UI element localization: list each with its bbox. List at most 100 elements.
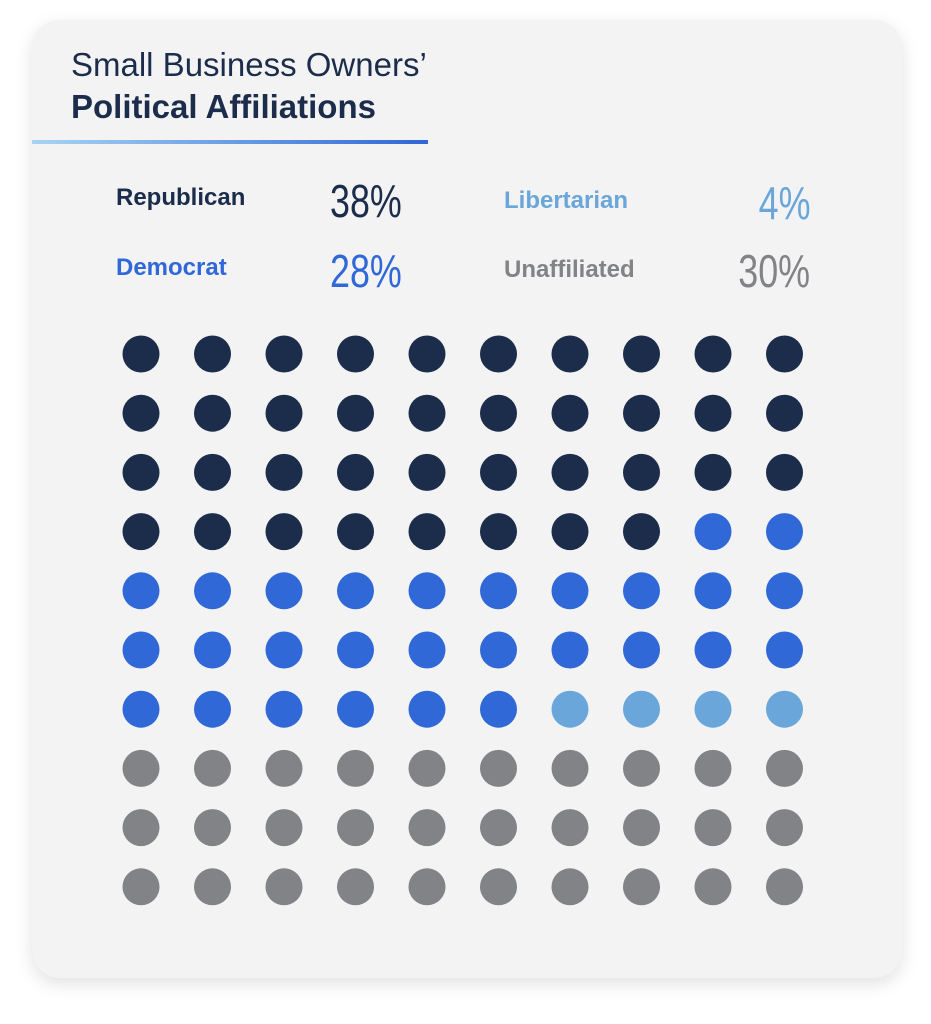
dot-democrat (551, 631, 589, 669)
dot-libertarian (623, 690, 660, 728)
dot-republican (265, 453, 303, 491)
dot-republican (766, 335, 803, 373)
dot-republican (694, 453, 732, 491)
dot-unaffiliated (122, 749, 160, 787)
dot-democrat (194, 631, 231, 669)
dot-unaffiliated (766, 809, 803, 847)
dot-democrat (480, 631, 517, 669)
dot-unaffiliated (694, 868, 732, 906)
dot-democrat (265, 690, 303, 728)
dot-republican (337, 335, 374, 373)
dot-republican (551, 335, 589, 373)
dot-democrat (480, 690, 517, 728)
dot-unaffiliated (337, 868, 374, 906)
dot-republican (265, 513, 303, 551)
dot-unaffiliated (623, 749, 660, 787)
dot-republican (265, 394, 303, 432)
chart-card (32, 20, 902, 978)
dot-libertarian (766, 690, 803, 728)
dot-republican (623, 335, 660, 373)
chart-title-line2: Political Affiliations (71, 88, 376, 125)
dot-republican (122, 453, 160, 491)
dot-democrat (265, 572, 303, 610)
dot-republican (337, 513, 374, 551)
title-underline (32, 140, 428, 144)
dot-republican (551, 453, 589, 491)
dot-democrat (265, 631, 303, 669)
dot-democrat (551, 572, 589, 610)
dot-republican (766, 394, 803, 432)
dot-unaffiliated (694, 809, 732, 847)
dot-democrat (623, 572, 660, 610)
dot-democrat (408, 572, 446, 610)
dot-republican (694, 335, 732, 373)
dot-republican (480, 394, 517, 432)
dot-libertarian (694, 690, 732, 728)
dot-democrat (480, 572, 517, 610)
dot-unaffiliated (480, 868, 517, 906)
dot-democrat (408, 631, 446, 669)
dot-unaffiliated (480, 809, 517, 847)
dot-unaffiliated (408, 749, 446, 787)
dot-unaffiliated (122, 809, 160, 847)
dot-unaffiliated (551, 868, 589, 906)
dot-unaffiliated (337, 749, 374, 787)
dot-libertarian (551, 690, 589, 728)
legend-value-democrat: 28% (330, 245, 402, 297)
legend-label-libertarian: Libertarian (504, 187, 629, 214)
dot-unaffiliated (122, 868, 160, 906)
dot-republican (337, 453, 374, 491)
dot-democrat (194, 690, 231, 728)
dot-republican (623, 513, 660, 551)
dot-democrat (408, 690, 446, 728)
dot-democrat (694, 572, 732, 610)
dot-unaffiliated (194, 868, 231, 906)
dot-democrat (694, 513, 732, 551)
dot-republican (122, 335, 160, 373)
dot-unaffiliated (766, 868, 803, 906)
dot-republican (408, 513, 446, 551)
legend-value-republican: 38% (330, 175, 402, 227)
dot-democrat (337, 572, 374, 610)
legend-label-unaffiliated: Unaffiliated (504, 256, 635, 283)
dot-unaffiliated (551, 809, 589, 847)
dot-democrat (337, 631, 374, 669)
dot-republican (122, 394, 160, 432)
dot-republican (122, 513, 160, 551)
dot-republican (623, 453, 660, 491)
dot-republican (694, 394, 732, 432)
dot-republican (194, 335, 231, 373)
dot-republican (265, 335, 303, 373)
dot-democrat (694, 631, 732, 669)
dot-republican (194, 453, 231, 491)
dot-republican (623, 394, 660, 432)
dot-republican (194, 513, 231, 551)
dot-democrat (122, 572, 160, 610)
dot-republican (551, 394, 589, 432)
dot-republican (480, 453, 517, 491)
dot-democrat (766, 631, 803, 669)
dot-unaffiliated (766, 749, 803, 787)
chart-title-line1: Small Business Owners’ (71, 46, 427, 83)
legend-value-libertarian: 4% (758, 177, 810, 229)
dot-unaffiliated (194, 809, 231, 847)
dot-unaffiliated (480, 749, 517, 787)
legend-label-republican: Republican (116, 184, 246, 211)
dot-democrat (766, 572, 803, 610)
dot-unaffiliated (623, 868, 660, 906)
dot-republican (551, 513, 589, 551)
dot-unaffiliated (265, 868, 303, 906)
dot-unaffiliated (551, 749, 589, 787)
dot-democrat (766, 513, 803, 551)
dot-unaffiliated (408, 868, 446, 906)
dot-democrat (623, 631, 660, 669)
dot-unaffiliated (623, 809, 660, 847)
dot-republican (408, 335, 446, 373)
dot-unaffiliated (694, 749, 732, 787)
dot-unaffiliated (337, 809, 374, 847)
dot-republican (480, 513, 517, 551)
legend-label-democrat: Democrat (116, 254, 227, 281)
dot-democrat (122, 631, 160, 669)
dot-republican (480, 335, 517, 373)
